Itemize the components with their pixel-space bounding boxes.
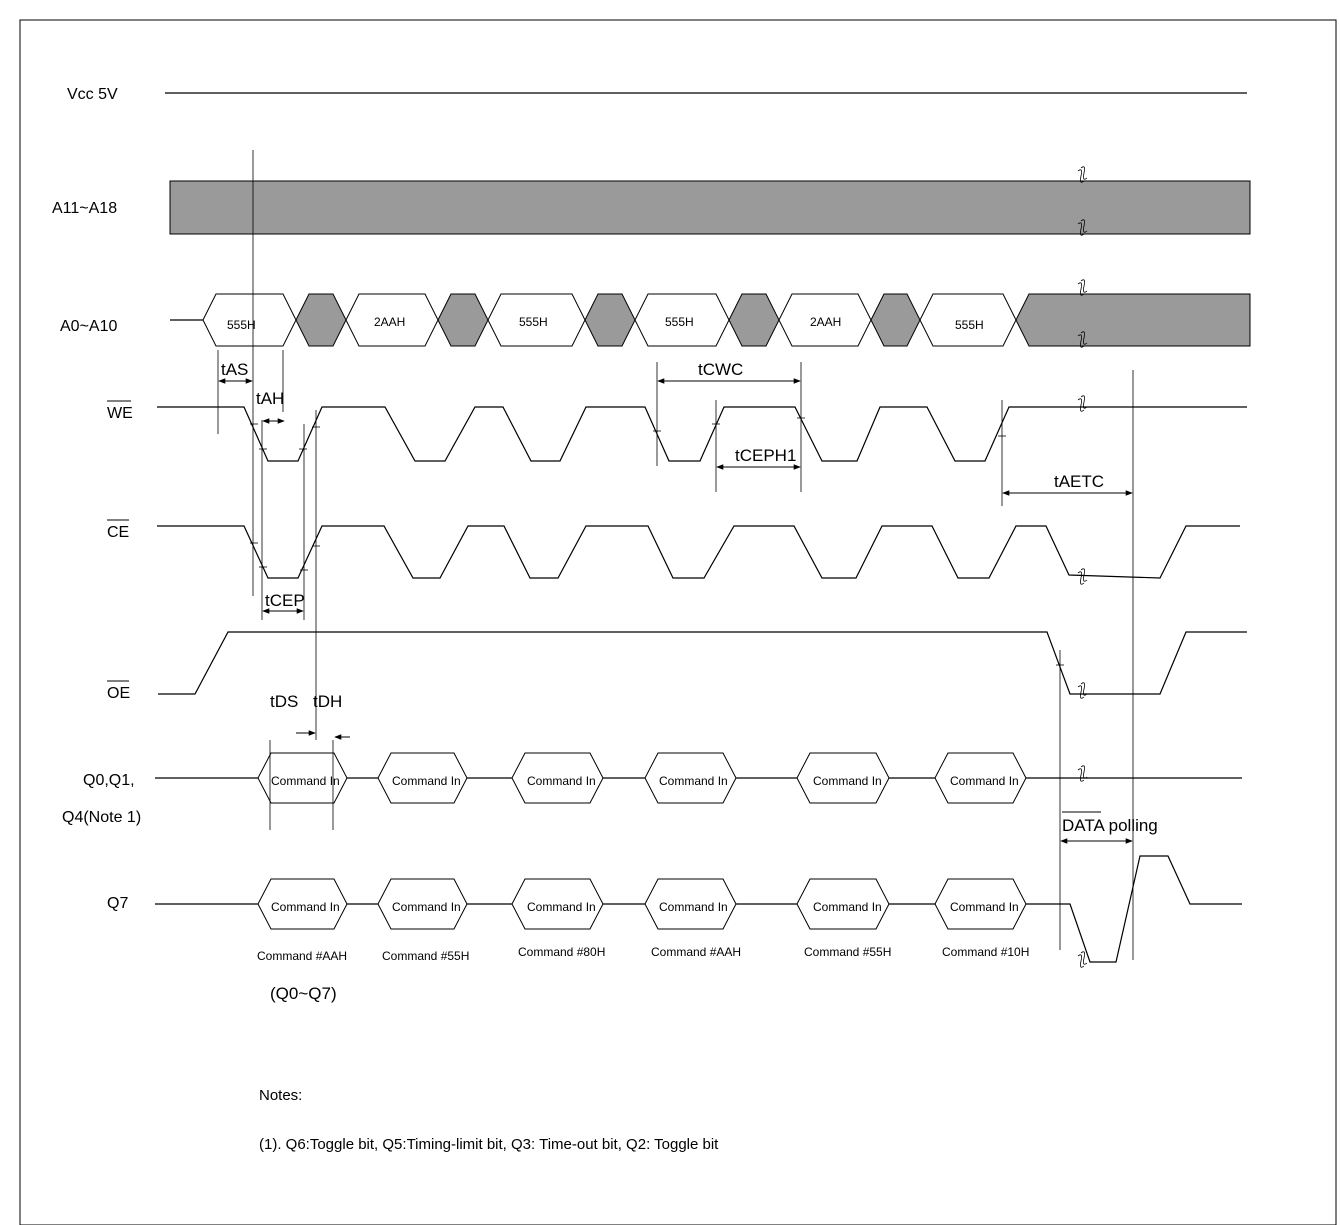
diagram-border — [19, 19, 1337, 1225]
oe-waveform — [158, 631, 1247, 695]
q0q1-data-line — [155, 752, 1242, 804]
q7-data-line — [155, 855, 1242, 963]
taetc-label: tAETC — [1054, 472, 1104, 491]
notes-title: Notes: — [259, 1087, 302, 1104]
command-caption: Command #55H — [382, 949, 469, 963]
q4-note-label: Q4(Note 1) — [62, 809, 141, 826]
a11-a18-bus — [169, 180, 1251, 235]
q7-command-label: Command In — [659, 900, 728, 914]
q0q1-command-label: Command In — [392, 774, 461, 788]
address-gap — [870, 293, 921, 347]
address-gap — [437, 293, 489, 347]
command-caption: Command #AAH — [257, 949, 347, 963]
tcep-label: tCEP — [265, 591, 305, 610]
data-polling-label: DATA polling — [1062, 816, 1158, 835]
oe-label: OE — [107, 685, 130, 702]
address-value: 555H — [955, 318, 984, 332]
address-value: 2AAH — [810, 315, 841, 329]
timing-arrows — [218, 378, 1133, 844]
edge-ticks — [250, 417, 1064, 666]
q0q1-command-label: Command In — [813, 774, 882, 788]
command-caption: Command #55H — [804, 945, 891, 959]
notes-line-1: (1). Q6:Toggle bit, Q5:Timing-limit bit,… — [259, 1136, 719, 1153]
q7-command-label: Command In — [813, 900, 882, 914]
q0q1-command-label: Command In — [950, 774, 1019, 788]
vcc-label: Vcc 5V — [67, 86, 118, 103]
command-subcaption: (Q0~Q7) — [270, 984, 337, 1003]
q7-command-label: Command In — [271, 900, 340, 914]
address-value: 555H — [665, 315, 694, 329]
address-tail — [1015, 293, 1251, 347]
address-value: 555H — [227, 318, 256, 332]
q0q1-command-label: Command In — [659, 774, 728, 788]
command-caption: Command #AAH — [651, 945, 741, 959]
command-caption: Command #10H — [942, 945, 1029, 959]
q0q1-label: Q0,Q1, — [83, 772, 135, 789]
address-gap — [584, 293, 636, 347]
data-polling-rest-text: polling — [1104, 816, 1158, 835]
address-value: 2AAH — [374, 315, 405, 329]
we-label: WE — [107, 405, 133, 422]
address-gap — [728, 293, 780, 347]
address-gap — [295, 293, 347, 347]
a0-a10-bus — [170, 293, 1251, 347]
a11-a18-label: A11~A18 — [52, 200, 117, 217]
q0q1-command-label: Command In — [527, 774, 596, 788]
tdh-label: tDH — [313, 692, 342, 711]
tas-label: tAS — [221, 360, 248, 379]
q7-command-label: Command In — [392, 900, 461, 914]
tcwc-label: tCWC — [698, 360, 743, 379]
q7-label: Q7 — [107, 895, 128, 912]
reference-lines — [217, 150, 1134, 960]
ce-label: CE — [107, 524, 129, 541]
command-caption: Command #80H — [518, 945, 605, 959]
q7-command-label: Command In — [950, 900, 1019, 914]
q7-command-label: Command In — [527, 900, 596, 914]
ce-waveform — [157, 525, 1240, 579]
tds-label: tDS — [270, 692, 298, 711]
a0-a10-label: A0~A10 — [60, 318, 117, 335]
address-value: 555H — [519, 315, 548, 329]
we-waveform — [157, 406, 1247, 462]
data-polling-bar-text: DATA — [1062, 816, 1105, 835]
break-marks — [1077, 166, 1088, 968]
q0q1-command-label: Command In — [271, 774, 340, 788]
tceph1-label: tCEPH1 — [735, 446, 796, 465]
tah-label: tAH — [256, 389, 284, 408]
